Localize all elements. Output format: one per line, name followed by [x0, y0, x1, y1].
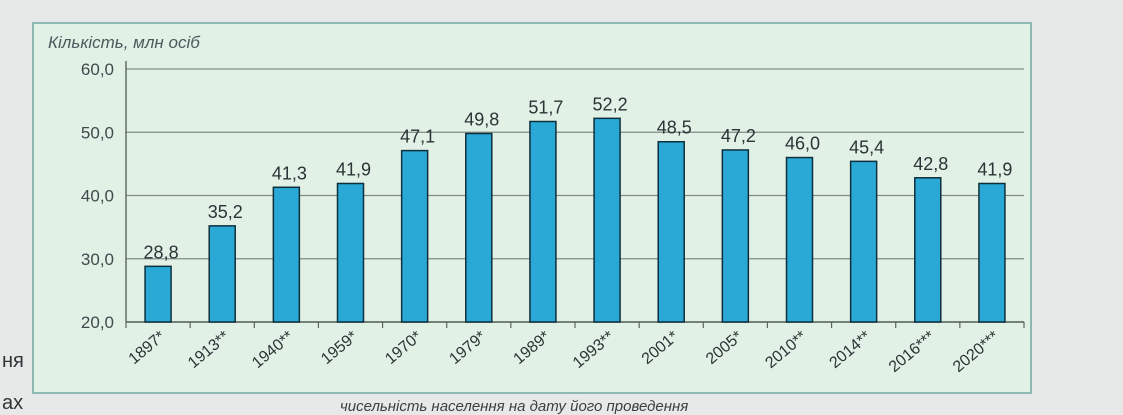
side-text-top: ня	[2, 350, 24, 372]
data-label: 41,9	[977, 159, 1012, 179]
x-tick-label: 1959*	[318, 328, 361, 368]
data-label: 28,8	[144, 242, 179, 262]
y-tick-label: 30,0	[81, 250, 114, 269]
data-label: 41,3	[272, 163, 307, 183]
bar	[336, 182, 365, 323]
x-tick-labels: 1897* 1913** 1940** 1959* 1970* 1979* 1989* 199…	[126, 328, 1003, 376]
data-label: 51,7	[528, 97, 563, 117]
x-tick-label: 1993**	[570, 328, 618, 372]
bar	[978, 182, 1006, 323]
data-label: 47,2	[721, 126, 756, 146]
bar	[785, 156, 814, 323]
bar	[400, 149, 429, 323]
x-tick-label: 1979*	[446, 328, 489, 368]
x-tick-label: 2014**	[826, 328, 874, 372]
y-tick-label: 40,0	[81, 187, 114, 206]
y-axis-label: Кількість, млн осіб	[48, 33, 201, 52]
x-tick-label: 2020***	[950, 328, 1003, 376]
side-text-bottom: ах	[2, 392, 24, 414]
bar	[144, 265, 172, 323]
data-label: 46,0	[785, 134, 820, 154]
x-tick-label: 1897*	[126, 328, 169, 368]
bar	[849, 160, 878, 323]
x-tick-label: 1940**	[249, 328, 297, 372]
x-tick-label: 1989*	[511, 328, 554, 368]
population-bar-chart: Кількість, млн осіб 20,0 30,0 40,0 50,0 60,0…	[48, 33, 1025, 376]
bar	[465, 132, 493, 323]
bar	[208, 225, 236, 323]
y-tick-label: 50,0	[81, 123, 114, 142]
bar	[529, 120, 557, 323]
x-tick-label: 2016***	[886, 328, 939, 376]
x-tick-label: 1970*	[382, 328, 425, 368]
data-label: 52,2	[593, 94, 628, 114]
y-tick-label: 60,0	[81, 60, 114, 79]
bar	[593, 117, 621, 323]
bar	[657, 140, 685, 323]
grid-lines	[126, 68, 1024, 323]
x-tick-label: 2005*	[703, 328, 746, 368]
caption-fragment: чисельність населення на дату його прове…	[340, 398, 689, 414]
bars	[144, 117, 1006, 323]
x-tick-label: 2010**	[762, 328, 810, 372]
data-label: 35,2	[208, 202, 243, 222]
data-label: 47,1	[400, 127, 435, 147]
data-label: 48,5	[657, 118, 692, 138]
x-tick-label: 1913**	[185, 328, 233, 372]
data-label: 42,8	[913, 154, 948, 174]
data-label: 41,9	[336, 159, 371, 179]
bar	[721, 149, 750, 323]
bar	[914, 177, 942, 323]
data-label: 45,4	[849, 137, 884, 157]
x-tick-label: 2001*	[639, 328, 682, 368]
axes	[125, 61, 1025, 328]
y-tick-labels: 20,0 30,0 40,0 50,0 60,0	[81, 60, 114, 332]
bar	[272, 186, 301, 323]
data-label: 49,8	[464, 110, 499, 130]
data-labels: 28,8 35,2 41,3 41,9 47,1 49,8 51,7 52,2 48,5 47,2…	[144, 94, 1013, 262]
chart-frame: Кількість, млн осіб 20,0 30,0 40,0 50,0 60,0…	[32, 22, 1032, 394]
y-tick-label: 20,0	[81, 313, 114, 332]
